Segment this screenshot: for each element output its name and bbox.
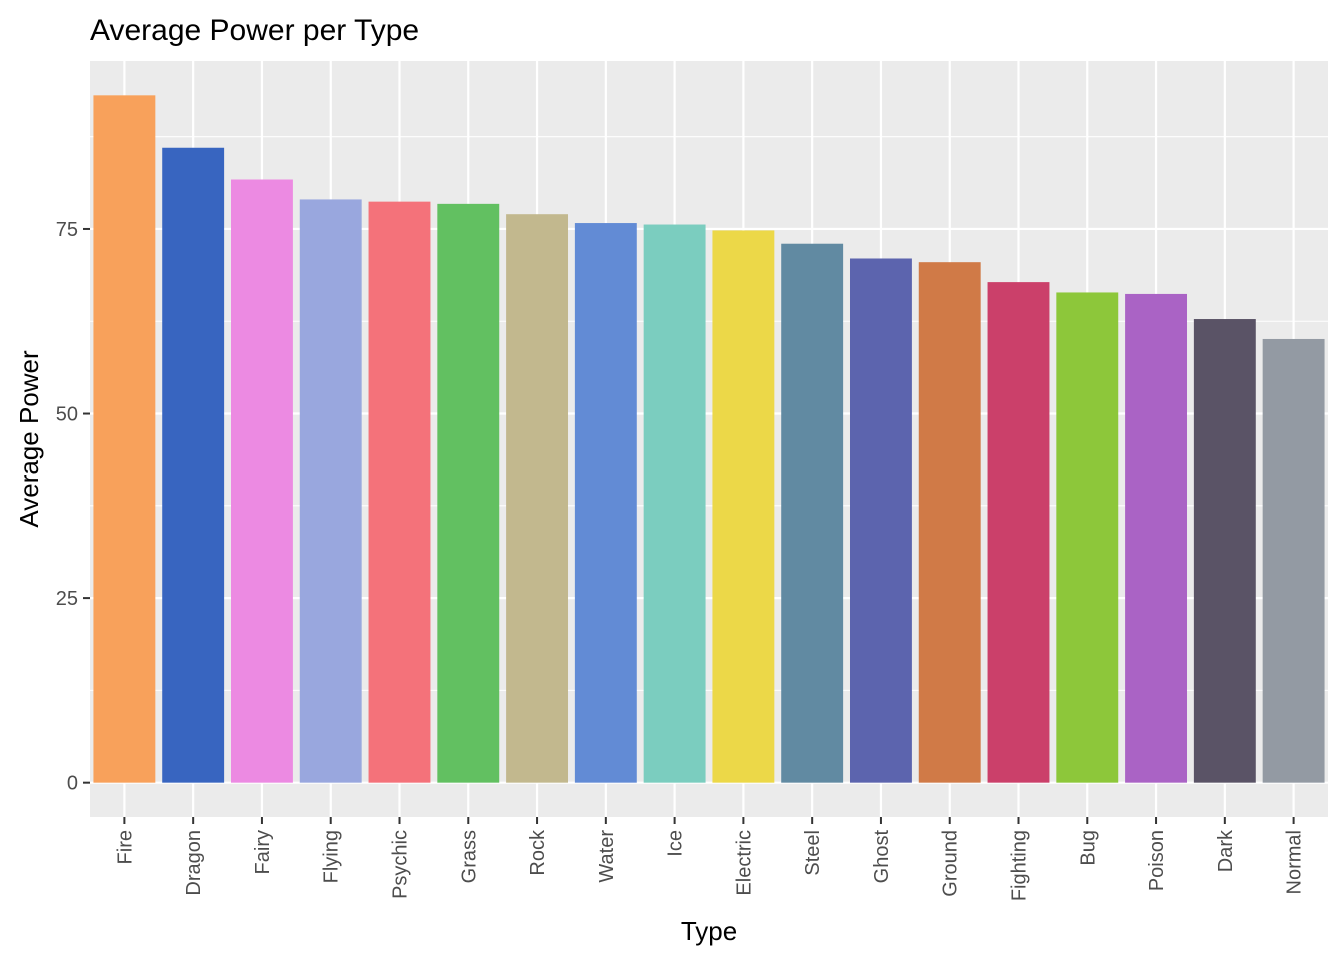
bar-bug	[1056, 292, 1119, 783]
y-axis: 0 25 50 75	[56, 219, 90, 795]
x-tick-label: Grass	[458, 830, 480, 883]
x-tick-label: Fighting	[1009, 830, 1031, 901]
bar-electric	[712, 230, 775, 783]
y-tick-label: 75	[56, 219, 78, 241]
bar-dark	[1193, 319, 1256, 783]
x-tick-label: Bug	[1077, 830, 1099, 866]
x-tick-label: Fairy	[252, 830, 274, 874]
x-tick-label: Flying	[321, 830, 343, 883]
plot-panel	[90, 61, 1328, 817]
minor-gridlines	[90, 136, 1328, 691]
x-tick-label: Rock	[527, 829, 549, 876]
x-tick-label: Dark	[1215, 829, 1237, 872]
x-tick-label: Steel	[802, 830, 824, 876]
bar-ground	[918, 262, 981, 783]
x-tick-label: Ghost	[871, 830, 893, 884]
y-tick-label: 25	[56, 588, 78, 610]
bar-normal	[1262, 338, 1325, 783]
bar-flying	[299, 199, 362, 783]
x-tick-label: Ice	[665, 830, 687, 857]
x-tick-label: Psychic	[390, 830, 412, 899]
y-tick-label: 50	[56, 404, 78, 426]
bar-ice	[643, 224, 706, 783]
bar-grass	[437, 203, 500, 783]
x-tick-label: Poison	[1146, 830, 1168, 891]
bar-rock	[506, 214, 569, 783]
x-axis: Fire Dragon Fairy Flying Psychic Grass Rock Wat…	[114, 817, 1306, 901]
y-tick-label: 0	[67, 773, 78, 795]
bar-psychic	[368, 201, 431, 783]
bar-water	[574, 223, 637, 783]
y-axis-title: Average Power	[14, 350, 44, 528]
bar-poison	[1125, 293, 1188, 783]
chart-title: Average Power per Type	[90, 14, 419, 47]
bar-ghost	[849, 258, 912, 783]
x-tick-label: Ground	[940, 830, 962, 897]
bars	[93, 95, 1325, 783]
bar-steel	[781, 243, 844, 783]
x-tick-label: Electric	[733, 830, 755, 896]
x-axis-title: Type	[681, 916, 737, 946]
x-tick-label: Fire	[114, 830, 136, 864]
bar-fairy	[230, 179, 293, 783]
x-tick-label: Water	[596, 830, 618, 883]
bar-dragon	[162, 147, 225, 783]
x-tick-label: Dragon	[183, 830, 205, 896]
bar-fighting	[987, 282, 1050, 783]
bar-fire	[93, 95, 156, 783]
x-tick-label: Normal	[1284, 830, 1306, 894]
